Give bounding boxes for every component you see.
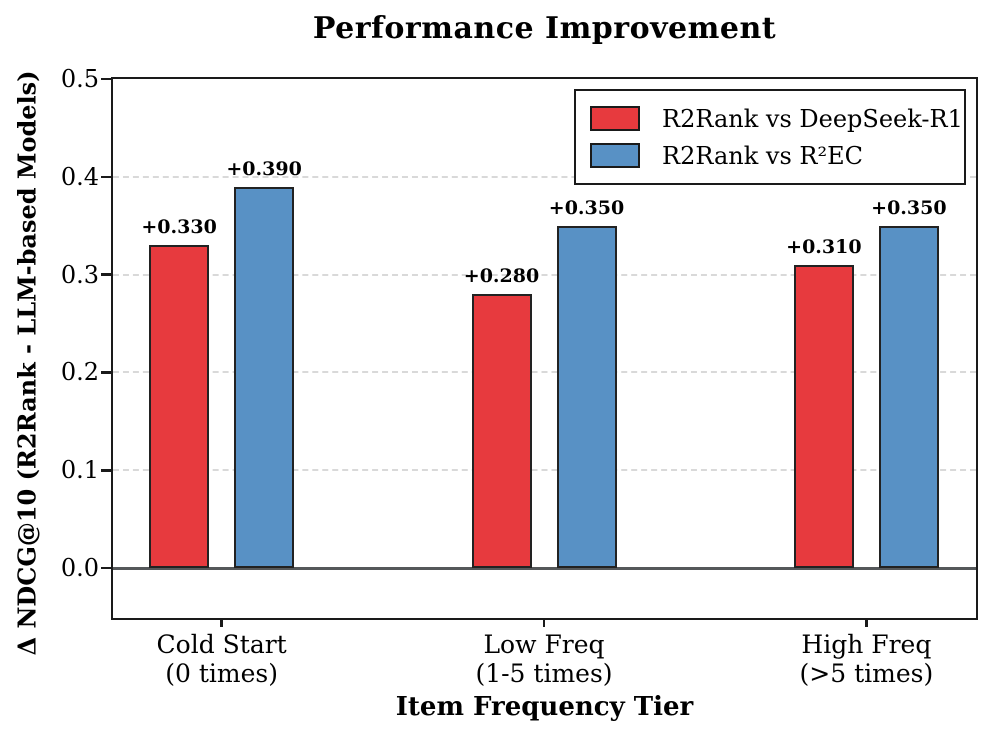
x-tick-label: High Freq (>5 times) xyxy=(746,630,986,688)
x-tick-label: Low Freq (1-5 times) xyxy=(424,630,664,688)
bar xyxy=(149,245,210,569)
y-tick-label: 0.5 xyxy=(60,65,99,93)
y-tick-mark xyxy=(100,273,111,276)
y-tick-label: 0.0 xyxy=(60,554,99,583)
y-tick-mark xyxy=(100,566,111,570)
y-tick-label: 0.3 xyxy=(60,260,99,289)
bar xyxy=(556,225,617,569)
legend-swatch-blue xyxy=(590,143,640,168)
y-tick-label: 0.1 xyxy=(60,456,99,485)
bar-value-label: +0.310 xyxy=(786,235,862,258)
bar-value-label: +0.280 xyxy=(463,265,540,288)
bar-value-label: +0.390 xyxy=(226,157,302,180)
bar-value-label: +0.350 xyxy=(548,196,625,219)
x-axis-label: Item Frequency Tier xyxy=(395,692,694,722)
bar xyxy=(234,186,295,569)
gridline xyxy=(113,371,976,374)
y-tick-mark xyxy=(100,371,111,374)
x-tick-mark xyxy=(542,618,546,627)
y-tick-mark xyxy=(100,469,111,472)
bar xyxy=(793,264,854,569)
y-tick-mark xyxy=(100,77,111,81)
y-tick-label: 0.4 xyxy=(60,162,99,191)
legend-row: R2Rank vs DeepSeek-R1 xyxy=(576,100,964,137)
gridline xyxy=(113,469,976,472)
bar xyxy=(471,294,532,569)
bar-value-label: +0.330 xyxy=(141,216,217,239)
plot-area: R2Rank vs DeepSeek-R1 R2Rank vs R²EC +0.… xyxy=(61,66,978,688)
x-tick-label-line: (>5 times) xyxy=(799,659,934,688)
x-tick-label-line: Cold Start xyxy=(156,630,287,659)
legend-swatch-red xyxy=(590,106,640,131)
y-tick-label: 0.2 xyxy=(60,358,99,387)
x-tick-label-line: High Freq xyxy=(801,630,932,659)
legend-row: R2Rank vs R²EC xyxy=(576,137,964,174)
x-tick-label: Cold Start (0 times) xyxy=(102,630,342,688)
x-tick-label-line: (1-5 times) xyxy=(475,659,613,688)
chart-title: Performance Improvement xyxy=(312,11,777,46)
legend-label: R2Rank vs DeepSeek-R1 xyxy=(662,104,963,133)
gridline xyxy=(113,175,976,178)
x-tick-label-line: Low Freq xyxy=(483,630,605,659)
bar xyxy=(878,225,939,569)
x-tick-label-line: (0 times) xyxy=(165,659,278,688)
zero-line xyxy=(113,566,976,570)
y-tick-mark xyxy=(100,175,111,179)
legend: R2Rank vs DeepSeek-R1 R2Rank vs R²EC xyxy=(574,89,966,185)
x-tick-mark xyxy=(865,618,868,627)
bar-value-label: +0.350 xyxy=(871,196,947,219)
gridline xyxy=(113,273,976,276)
x-tick-mark xyxy=(220,618,223,627)
legend-label: R2Rank vs R²EC xyxy=(662,141,863,170)
